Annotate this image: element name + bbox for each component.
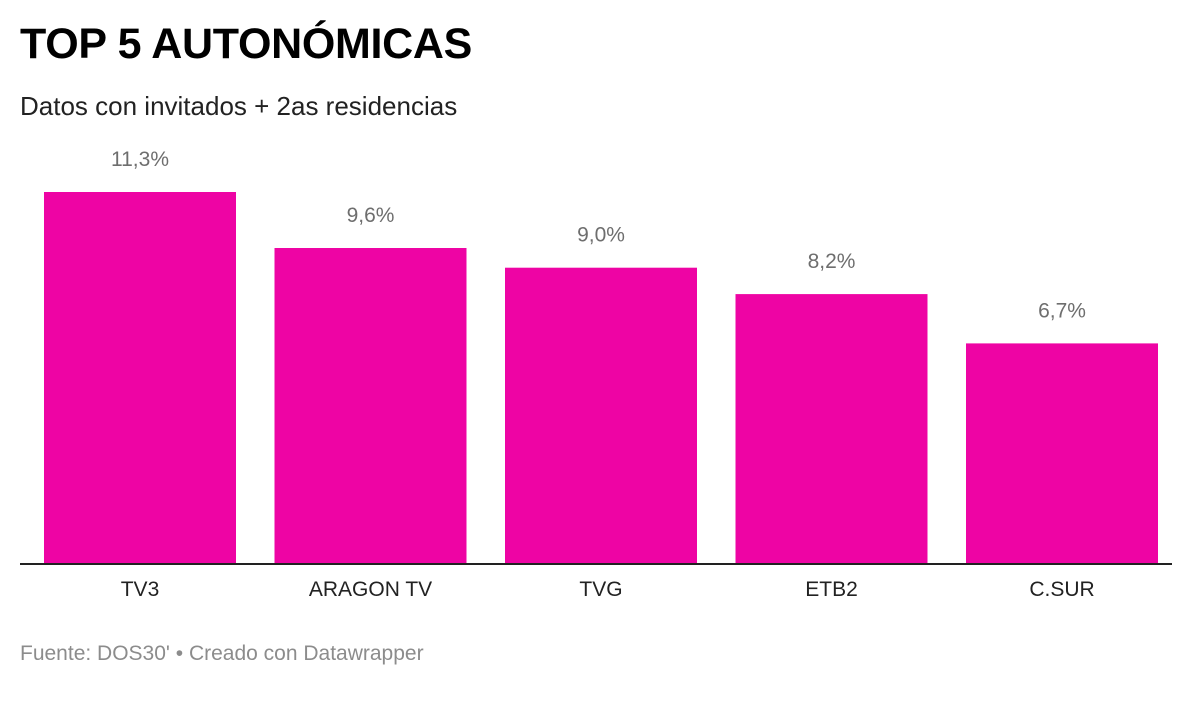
- bar-etb2: [735, 294, 928, 564]
- bar-c-sur: [966, 343, 1158, 564]
- value-label: 9,6%: [347, 204, 395, 227]
- category-label: TVG: [579, 578, 622, 601]
- bar-tv3: [44, 192, 236, 564]
- value-label-group: 11,3% 9,6% 9,0% 8,2% 6,7%: [111, 148, 1086, 322]
- value-label: 9,0%: [577, 224, 625, 247]
- chart-subtitle: Datos con invitados + 2as residencias: [20, 91, 458, 121]
- category-label: C.SUR: [1029, 578, 1094, 601]
- category-label-group: TV3 ARAGON TV TVG ETB2 C.SUR: [121, 578, 1095, 601]
- category-label: TV3: [121, 578, 160, 601]
- value-label: 6,7%: [1038, 299, 1086, 322]
- bar-chart: 11,3% 9,6% 9,0% 8,2% 6,7% TV3 ARAGON TV TVG ETB…: [20, 148, 1172, 601]
- category-label: ARAGON TV: [309, 578, 432, 601]
- bar-group: [44, 192, 1158, 564]
- value-label: 11,3%: [111, 148, 169, 171]
- chart-title: TOP 5 AUTONÓMICAS: [20, 20, 473, 68]
- category-label: ETB2: [805, 578, 858, 601]
- value-label: 8,2%: [808, 250, 856, 273]
- bar-tvg: [505, 267, 697, 564]
- bar-aragon-tv: [274, 248, 467, 564]
- source-footer: Fuente: DOS30' • Creado con Datawrapper: [20, 642, 424, 665]
